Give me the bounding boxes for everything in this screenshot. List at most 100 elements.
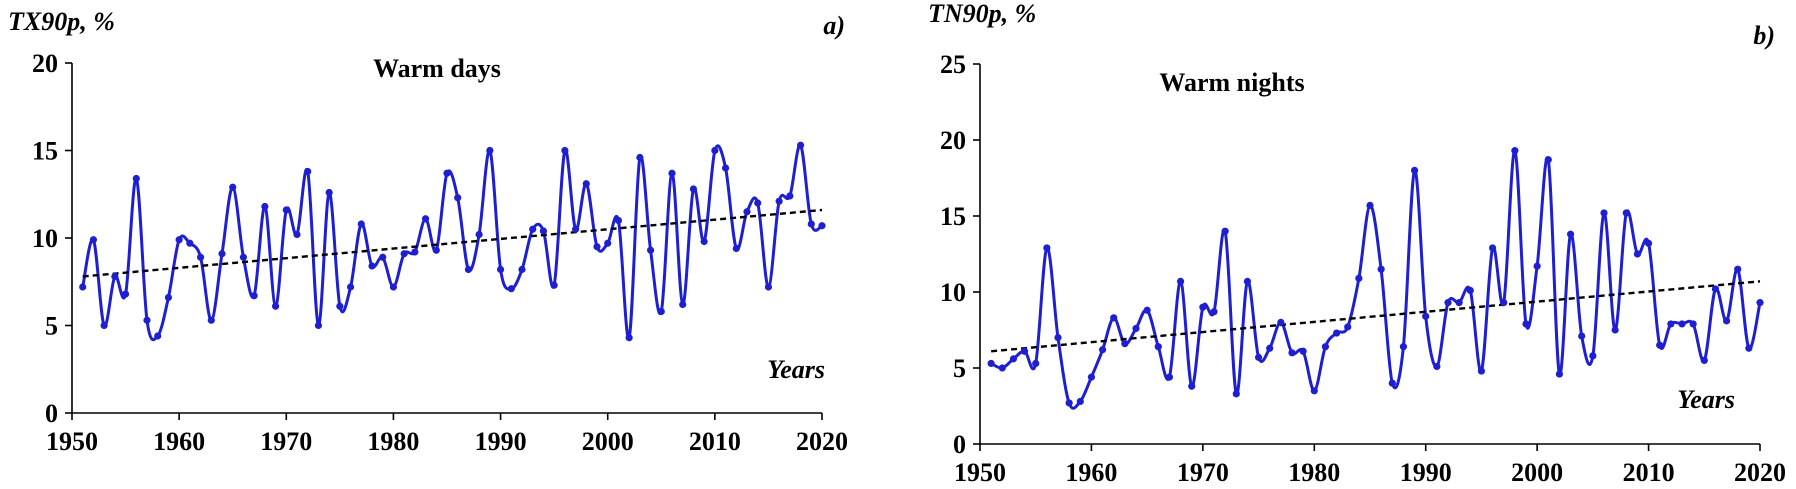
x-tick-label: 2000 (582, 427, 634, 456)
data-point (818, 222, 826, 230)
data-point (486, 146, 494, 155)
data-point (111, 272, 119, 281)
data-point (443, 169, 451, 177)
x-tick-label: 2010 (689, 427, 741, 456)
data-point (711, 146, 719, 155)
data-point (1734, 265, 1742, 273)
data-point (1121, 340, 1129, 348)
data-point (379, 253, 387, 261)
data-point (1254, 353, 1263, 361)
trend-line (82, 208, 823, 278)
x-tick-label: 1970 (1177, 458, 1229, 487)
data-point (464, 265, 473, 274)
data-point (1377, 265, 1385, 273)
data-point (539, 227, 548, 235)
data-point (1689, 320, 1697, 328)
data-point (1433, 362, 1441, 371)
x-tick-label: 2000 (1511, 458, 1563, 487)
y-tick-label: 5 (953, 354, 966, 383)
data-point (1221, 227, 1229, 235)
data-point (518, 265, 526, 274)
panel-a: TX90p, % a) Warm days Years 0 5 10 15 20 1950… (0, 0, 880, 489)
data-point (593, 243, 601, 251)
data-point (1232, 390, 1240, 398)
data-point (411, 248, 419, 256)
data-point (121, 290, 130, 298)
data-point (743, 208, 751, 216)
data-point (689, 185, 698, 193)
panel-label: a) (823, 11, 845, 40)
data-point (1299, 347, 1307, 355)
data-point (754, 199, 762, 207)
data-point (1622, 209, 1630, 217)
y-axis-label: TN90p, % (928, 0, 1036, 28)
data-point (207, 316, 215, 324)
data-point (529, 225, 537, 233)
x-tick-label: 1980 (367, 427, 419, 456)
chart-title: Warm days (373, 54, 501, 83)
data-point (668, 169, 676, 177)
data-point (1176, 277, 1185, 285)
data-point (1054, 334, 1062, 342)
data-point (657, 307, 665, 316)
y-tick-label: 15 (940, 202, 966, 231)
y-tick-label: 10 (940, 278, 966, 307)
data-point (1288, 349, 1296, 357)
data-point (604, 239, 612, 247)
data-point (636, 153, 644, 162)
data-point (1310, 387, 1318, 395)
data-point (1188, 382, 1196, 390)
y-tick-label: 10 (32, 224, 58, 253)
data-point (1110, 314, 1118, 322)
data-point (1589, 352, 1597, 360)
data-point (1210, 308, 1218, 316)
data-point (1243, 277, 1252, 285)
data-point (1422, 312, 1430, 320)
panel-label: b) (1753, 21, 1775, 50)
data-point (1533, 262, 1541, 270)
x-tick-label: 1980 (1288, 458, 1340, 487)
data-point (1043, 244, 1051, 252)
y-tick-label: 25 (940, 50, 966, 79)
data-point (1098, 346, 1107, 354)
data-point (807, 220, 815, 228)
data-point (1488, 244, 1497, 252)
data-point (79, 283, 87, 291)
data-point (1544, 156, 1552, 164)
data-point (1165, 373, 1174, 381)
data-point (1633, 250, 1642, 258)
data-point (1143, 306, 1151, 314)
data-point (229, 183, 237, 191)
data-point (1009, 355, 1018, 363)
x-tick-label: 1970 (260, 427, 312, 456)
x-tick-label: 1990 (475, 427, 527, 456)
data-point (271, 302, 280, 310)
data-point (186, 239, 194, 247)
data-point (1399, 343, 1408, 351)
x-tick-label: 1950 (46, 427, 98, 456)
data-point (571, 225, 580, 233)
data-point (1277, 318, 1285, 326)
chart-title: Warm nights (1159, 68, 1304, 97)
data-point (1511, 147, 1519, 155)
data-point (764, 283, 773, 291)
data-point (154, 332, 162, 340)
data-point (261, 202, 269, 211)
data-point (614, 216, 623, 225)
data-point (421, 215, 430, 223)
data-point (164, 293, 173, 302)
data-point (1500, 299, 1508, 307)
data-point (325, 188, 333, 197)
data-point (1600, 209, 1608, 217)
data-point (1087, 373, 1096, 381)
data-point (143, 316, 151, 324)
data-point (1154, 343, 1162, 351)
panel-b: TN90p, % b) Warm nights Years 0 5 10 15 20 25… (880, 0, 1796, 489)
data-point (357, 220, 365, 228)
data-point (1132, 324, 1140, 333)
data-point (1388, 379, 1396, 387)
data-point (646, 246, 655, 254)
data-point (293, 230, 301, 239)
x-tick-label: 2010 (1623, 458, 1675, 487)
data-point (1466, 286, 1474, 295)
